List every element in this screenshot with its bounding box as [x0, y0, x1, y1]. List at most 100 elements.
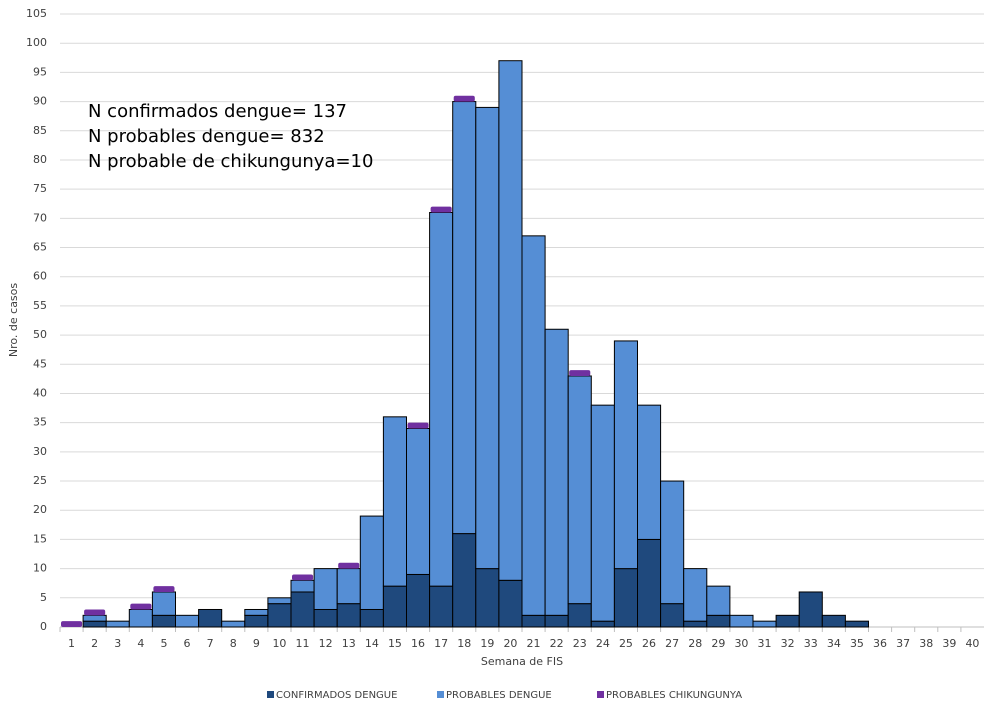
y-tick-label: 15 [33, 532, 47, 545]
bar [313, 568, 338, 610]
x-tick-label: 9 [253, 637, 260, 650]
bar [498, 579, 523, 628]
bar [221, 620, 246, 628]
x-tick-label: 37 [896, 637, 910, 650]
x-tick-label: 35 [850, 637, 864, 650]
chikungunya-mark [407, 422, 429, 429]
y-axis-label: Nro. de casos [7, 283, 20, 358]
x-tick-label: 39 [942, 637, 956, 650]
bar [567, 375, 592, 605]
y-tick-label: 70 [33, 211, 47, 224]
bar [729, 614, 754, 628]
x-tick-label: 21 [527, 637, 541, 650]
chikungunya-mark [153, 586, 175, 592]
chikungunya-mark [130, 603, 152, 610]
y-tick-label: 85 [33, 124, 47, 137]
x-tick-label: 4 [137, 637, 144, 650]
y-tick-label: 90 [33, 95, 47, 108]
x-tick-label: 11 [296, 637, 310, 650]
bar [406, 428, 431, 575]
x-tick-label: 27 [665, 637, 679, 650]
y-tick-label: 60 [33, 270, 47, 283]
y-tick-label: 50 [33, 328, 47, 341]
bar [683, 620, 708, 628]
x-tick-label: 3 [114, 637, 121, 650]
bar [336, 568, 361, 605]
chikungunya-mark [338, 562, 360, 569]
x-tick-label: 40 [965, 637, 979, 650]
y-tick-label: 45 [33, 357, 47, 370]
y-tick-label: 80 [33, 153, 47, 166]
y-tick-label: 65 [33, 241, 47, 254]
x-axis-label: Semana de FIS [481, 655, 563, 668]
bar [590, 404, 615, 622]
x-tick-label: 30 [734, 637, 748, 650]
bar [406, 573, 431, 628]
bar [475, 106, 500, 570]
bar [382, 585, 407, 628]
bar [521, 614, 546, 628]
bar [544, 328, 569, 616]
x-tick-label: 24 [596, 637, 610, 650]
x-tick-label: 6 [184, 637, 191, 650]
y-tick-label: 40 [33, 386, 47, 399]
y-tick-label: 25 [33, 474, 47, 487]
bar [613, 568, 639, 628]
legend-label: PROBABLES CHIKUNGUNYA [606, 690, 742, 701]
x-tick-label: 29 [711, 637, 725, 650]
bar [706, 614, 731, 628]
bar [151, 591, 176, 616]
x-tick-label: 12 [319, 637, 333, 650]
y-tick-label: 20 [33, 503, 47, 516]
bar [382, 416, 407, 587]
bar [498, 60, 523, 581]
bar [198, 608, 223, 628]
legend-swatch [597, 691, 604, 698]
bar [359, 515, 384, 610]
bar [267, 603, 292, 628]
bar [775, 614, 800, 628]
bar [151, 614, 176, 628]
y-tick-label: 10 [33, 562, 47, 575]
chikungunya-mark [292, 574, 314, 581]
x-tick-label: 8 [230, 637, 237, 650]
x-tick-label: 22 [550, 637, 564, 650]
x-tick-label: 18 [457, 637, 471, 650]
chikungunya-mark [84, 609, 106, 616]
x-tick-label: 28 [688, 637, 702, 650]
x-tick-label: 17 [434, 637, 448, 650]
bar [175, 614, 200, 628]
bar [452, 533, 477, 628]
chikungunya-mark [430, 206, 452, 213]
bar [267, 597, 292, 605]
annotation: N probable de chikungunya=10 [88, 151, 373, 172]
chikungunya-mark [569, 370, 591, 376]
chikungunya-mark [453, 95, 475, 102]
bar [313, 608, 338, 628]
bar [613, 340, 639, 570]
annotation: N confirmados dengue= 137 [88, 101, 347, 122]
bar [590, 620, 615, 628]
bar [429, 585, 454, 628]
bar [706, 585, 731, 616]
x-tick-label: 5 [160, 637, 167, 650]
y-tick-label: 55 [33, 299, 47, 312]
bar [429, 211, 454, 587]
x-tick-label: 31 [758, 637, 772, 650]
x-tick-label: 1 [68, 637, 75, 650]
bar [244, 608, 269, 616]
bar [290, 579, 315, 593]
x-tick-label: 36 [873, 637, 887, 650]
bar [105, 620, 130, 628]
bar [128, 608, 153, 628]
x-tick-label: 10 [272, 637, 286, 650]
bar [637, 538, 662, 628]
bar [359, 608, 384, 628]
bar [336, 603, 361, 628]
x-tick-label: 19 [480, 637, 494, 650]
bar [821, 614, 846, 628]
annotation: N probables dengue= 832 [88, 126, 325, 147]
x-tick-label: 2 [91, 637, 98, 650]
x-tick-label: 7 [207, 637, 214, 650]
